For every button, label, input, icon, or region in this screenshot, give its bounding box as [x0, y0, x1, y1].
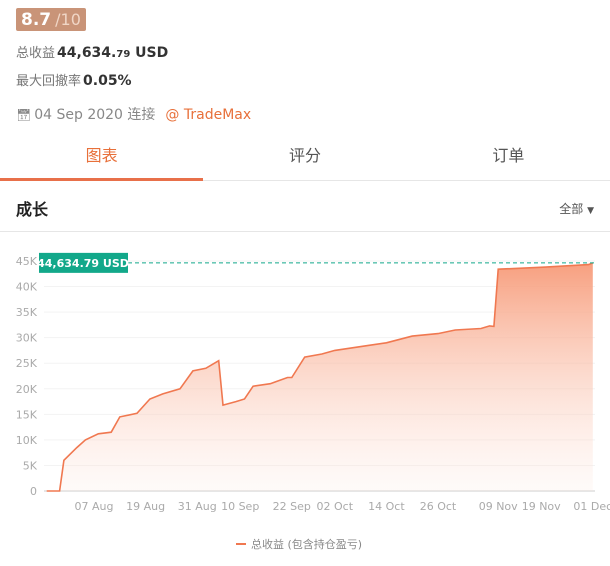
x-tick-label: 07 Aug: [75, 500, 114, 513]
y-tick-label: 30K: [16, 332, 38, 345]
x-tick-label: 09 Nov: [479, 500, 518, 513]
legend-label: 总收益 (包含持仓盈亏): [251, 537, 362, 551]
x-tick-label: 01 Dec: [573, 500, 610, 513]
y-tick-label: 20K: [16, 383, 38, 396]
calendar-icon: 📅︎: [16, 108, 32, 122]
y-tick-label: 5K: [23, 459, 38, 472]
max-drawdown: 最大回撤率 0.05%: [16, 70, 132, 89]
x-tick-label: 22 Sep: [273, 500, 311, 513]
total-profit-value: 44,634.79 USD: [57, 45, 169, 61]
broker-link[interactable]: @ TradeMax: [165, 107, 252, 123]
score-badge: 8.7 /10: [16, 8, 86, 31]
y-tick-label: 35K: [16, 306, 38, 319]
x-tick-label: 10 Sep: [221, 500, 259, 513]
series-line: [46, 262, 594, 492]
x-tick-label: 31 Aug: [178, 500, 217, 513]
max-drawdown-value: 0.05%: [83, 73, 132, 89]
y-tick-label: 0: [30, 485, 37, 498]
section-title: 成长: [16, 200, 49, 219]
total-profit: 总收益 44,634.79 USD: [16, 42, 168, 61]
x-tick-label: 19 Aug: [126, 500, 165, 513]
tab-rating[interactable]: 评分: [288, 146, 321, 165]
range-filter-dropdown[interactable]: 全部 ▼: [559, 202, 594, 216]
y-tick-label: 45K: [16, 255, 38, 268]
growth-chart: 44,634.79 USD 0 5K 10K 15K 20K 25K 30K 35K 40K 45K…: [16, 252, 610, 551]
tab-orders[interactable]: 订单: [492, 146, 525, 165]
score-value: 8.7: [21, 10, 52, 30]
growth-section-header: 成长 全部 ▼: [0, 181, 610, 232]
connection-info: 📅︎ 04 Sep 2020 连接 @ TradeMax: [16, 104, 251, 124]
caret-down-icon: ▼: [587, 206, 594, 216]
y-tick-label: 40K: [16, 281, 38, 294]
y-tick-label: 15K: [16, 408, 38, 421]
connect-date: 04 Sep 2020 连接: [34, 107, 156, 123]
current-value-badge: [39, 252, 128, 273]
score-max: /10: [55, 10, 81, 29]
max-drawdown-label: 最大回撤率: [16, 74, 82, 89]
area-fill: [46, 262, 593, 491]
tab-chart[interactable]: 图表: [0, 138, 204, 181]
total-profit-label: 总收益: [16, 46, 56, 61]
y-tick-label: 10K: [16, 434, 38, 447]
y-tick-label: 25K: [16, 357, 38, 370]
current-value-label: 44,634.79 USD: [37, 257, 129, 270]
x-tick-label: 19 Nov: [522, 500, 561, 513]
x-tick-label: 14 Oct: [368, 500, 405, 513]
x-tick-label: 26 Oct: [420, 500, 457, 513]
x-tick-label: 02 Oct: [317, 500, 354, 513]
tab-bar: 图表 评分 订单: [0, 138, 610, 181]
